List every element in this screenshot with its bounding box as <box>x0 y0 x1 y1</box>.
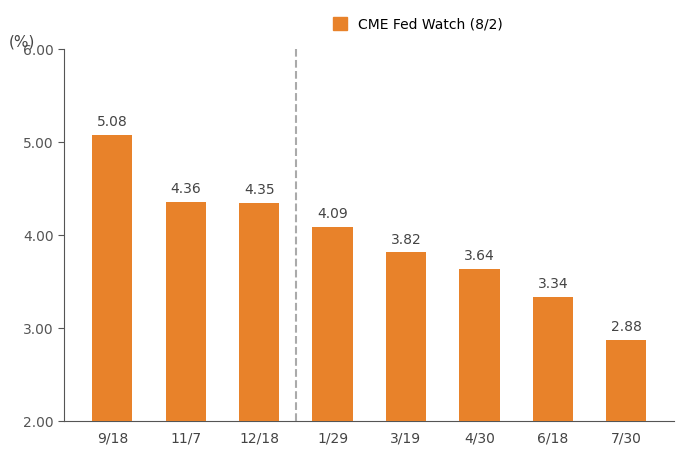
Text: 3.64: 3.64 <box>464 249 495 263</box>
Bar <box>386 252 426 421</box>
Bar <box>166 202 206 421</box>
Text: 2.88: 2.88 <box>611 320 642 334</box>
Text: 5.08: 5.08 <box>97 115 128 129</box>
Text: 3.82: 3.82 <box>391 233 421 246</box>
Legend: CME Fed Watch (8/2): CME Fed Watch (8/2) <box>327 11 508 37</box>
Text: 3.34: 3.34 <box>537 277 568 291</box>
Y-axis label: (%): (%) <box>8 34 35 50</box>
Bar <box>239 203 279 421</box>
Text: 4.35: 4.35 <box>244 183 275 197</box>
Bar <box>312 227 353 421</box>
Bar <box>533 297 573 421</box>
Bar <box>92 135 133 421</box>
Text: 4.36: 4.36 <box>171 182 201 196</box>
Bar <box>459 269 499 421</box>
Bar <box>606 340 647 421</box>
Text: 4.09: 4.09 <box>317 207 348 221</box>
